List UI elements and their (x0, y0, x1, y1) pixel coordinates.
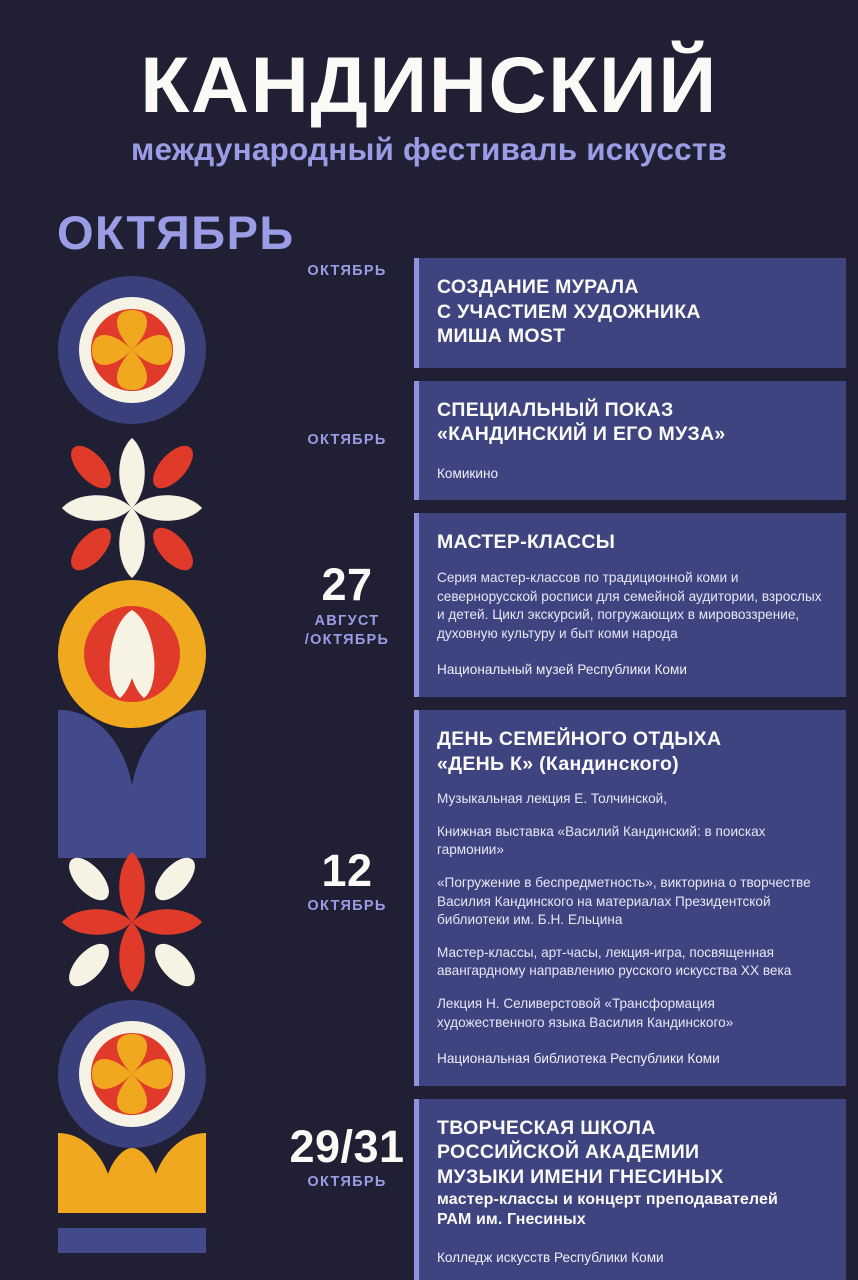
target-rosette-ornament-2 (58, 1000, 206, 1148)
event-card[interactable]: СПЕЦИАЛЬНЫЙ ПОКАЗ «КАНДИНСКИЙ И ЕГО МУЗА»… (414, 380, 846, 501)
event-row[interactable]: ОКТЯБРЬ СОЗДАНИЕ МУРАЛА С УЧАСТИЕМ ХУДОЖН… (280, 258, 846, 368)
orange-crown-ornament (58, 1133, 206, 1253)
event-date-number: 27 (321, 559, 373, 611)
event-card[interactable]: МАСТЕР-КЛАССЫ Серия мастер-классов по тр… (414, 513, 846, 698)
event-card[interactable]: СОЗДАНИЕ МУРАЛА С УЧАСТИЕМ ХУДОЖНИКА МИША … (414, 258, 846, 368)
blue-book-ornament (58, 710, 206, 858)
event-date-label: АВГУСТ/ОКТЯБРЬ (304, 612, 390, 649)
month-heading: ОКТЯБРЬ (57, 206, 295, 259)
event-description: Книжная выставка «Василий Кандинский: в … (437, 823, 766, 858)
event-date-label: ОКТЯБРЬ (307, 898, 387, 915)
event-date-number: 12 (321, 845, 373, 897)
event-date: ОКТЯБРЬ (280, 258, 414, 282)
event-venue: Комикино (437, 465, 499, 481)
event-card[interactable]: ДЕНЬ СЕМЕЙНОГО ОТДЫХА «ДЕНЬ К» (Кандинско… (414, 710, 846, 1086)
event-row[interactable]: 12 ОКТЯБРЬ ДЕНЬ СЕМЕЙНОГО ОТДЫХА «ДЕНЬ К»… (280, 710, 846, 1086)
event-date: 12 ОКТЯБРЬ (280, 710, 414, 917)
event-description: Музыкальная лекция Е. Толчинской, (437, 791, 668, 807)
event-date-number: 29/31 (289, 1120, 405, 1172)
event-card[interactable]: ТВОРЧЕСКАЯ ШКОЛА РОССИЙСКОЙ АКАДЕМИИ МУЗЫК… (414, 1098, 846, 1280)
event-date: 29/31 ОКТЯБРЬ (280, 1099, 414, 1193)
event-schedule: ОКТЯБРЬ СОЗДАНИЕ МУРАЛА С УЧАСТИЕМ ХУДОЖН… (280, 258, 846, 1280)
event-title: ДЕНЬ СЕМЕЙНОГО ОТДЫХА «ДЕНЬ К» (Кандинско… (437, 728, 722, 775)
event-title: ТВОРЧЕСКАЯ ШКОЛА РОССИЙСКОЙ АКАДЕМИИ МУЗЫК… (437, 1116, 724, 1188)
event-row[interactable]: 27 АВГУСТ/ОКТЯБРЬ МАСТЕР-КЛАССЫ Серия ма… (280, 513, 846, 698)
event-venue: Национальная библиотека Республики Коми (437, 1051, 720, 1067)
event-date-label: ОКТЯБРЬ (307, 263, 387, 279)
event-date-label: ОКТЯБРЬ (307, 431, 387, 448)
event-date: ОКТЯБРЬ (280, 381, 414, 451)
event-description: «Погружение в беспредметность», викторин… (437, 874, 811, 928)
event-title: СОЗДАНИЕ МУРАЛА С УЧАСТИЕМ ХУДОЖНИКА МИША … (437, 276, 701, 348)
event-row[interactable]: 29/31 ОКТЯБРЬ ТВОРЧЕСКАЯ ШКОЛА РОССИЙСКОЙ… (280, 1098, 846, 1280)
cream-flower-ornament (62, 438, 202, 578)
event-description: Мастер-классы, арт-часы, лекция-игра, по… (437, 944, 792, 979)
event-subtitle: мастер-классы и концерт преподавателей РА… (437, 1190, 778, 1229)
event-description: Серия мастер-классов по традиционной ком… (437, 569, 822, 641)
event-venue: Национальный музей Республики Коми (437, 662, 687, 678)
event-row[interactable]: ОКТЯБРЬ СПЕЦИАЛЬНЫЙ ПОКАЗ «КАНДИНСКИЙ И Е… (280, 380, 846, 501)
orange-eyes-ornament (58, 580, 206, 728)
event-title: СПЕЦИАЛЬНЫЙ ПОКАЗ «КАНДИНСКИЙ И ЕГО МУЗА» (437, 398, 726, 446)
red-flower-ornament (62, 852, 202, 992)
event-venue: Колледж искусств Республики Коми (437, 1250, 664, 1266)
page-subtitle: международный фестиваль искусств (130, 131, 728, 168)
target-rosette-ornament (58, 276, 206, 424)
event-description: Лекция Н. Селиверстовой «Трансформация х… (437, 996, 734, 1030)
event-date: 27 АВГУСТ/ОКТЯБРЬ (280, 513, 414, 650)
poster-header: КАНДИНСКИЙ международный фестиваль искус… (0, 40, 858, 168)
event-title: МАСТЕР-КЛАССЫ (437, 531, 616, 554)
event-date-label: ОКТЯБРЬ (307, 1174, 387, 1191)
page-title: КАНДИНСКИЙ (140, 40, 718, 129)
ornament-column (0, 0, 270, 1280)
